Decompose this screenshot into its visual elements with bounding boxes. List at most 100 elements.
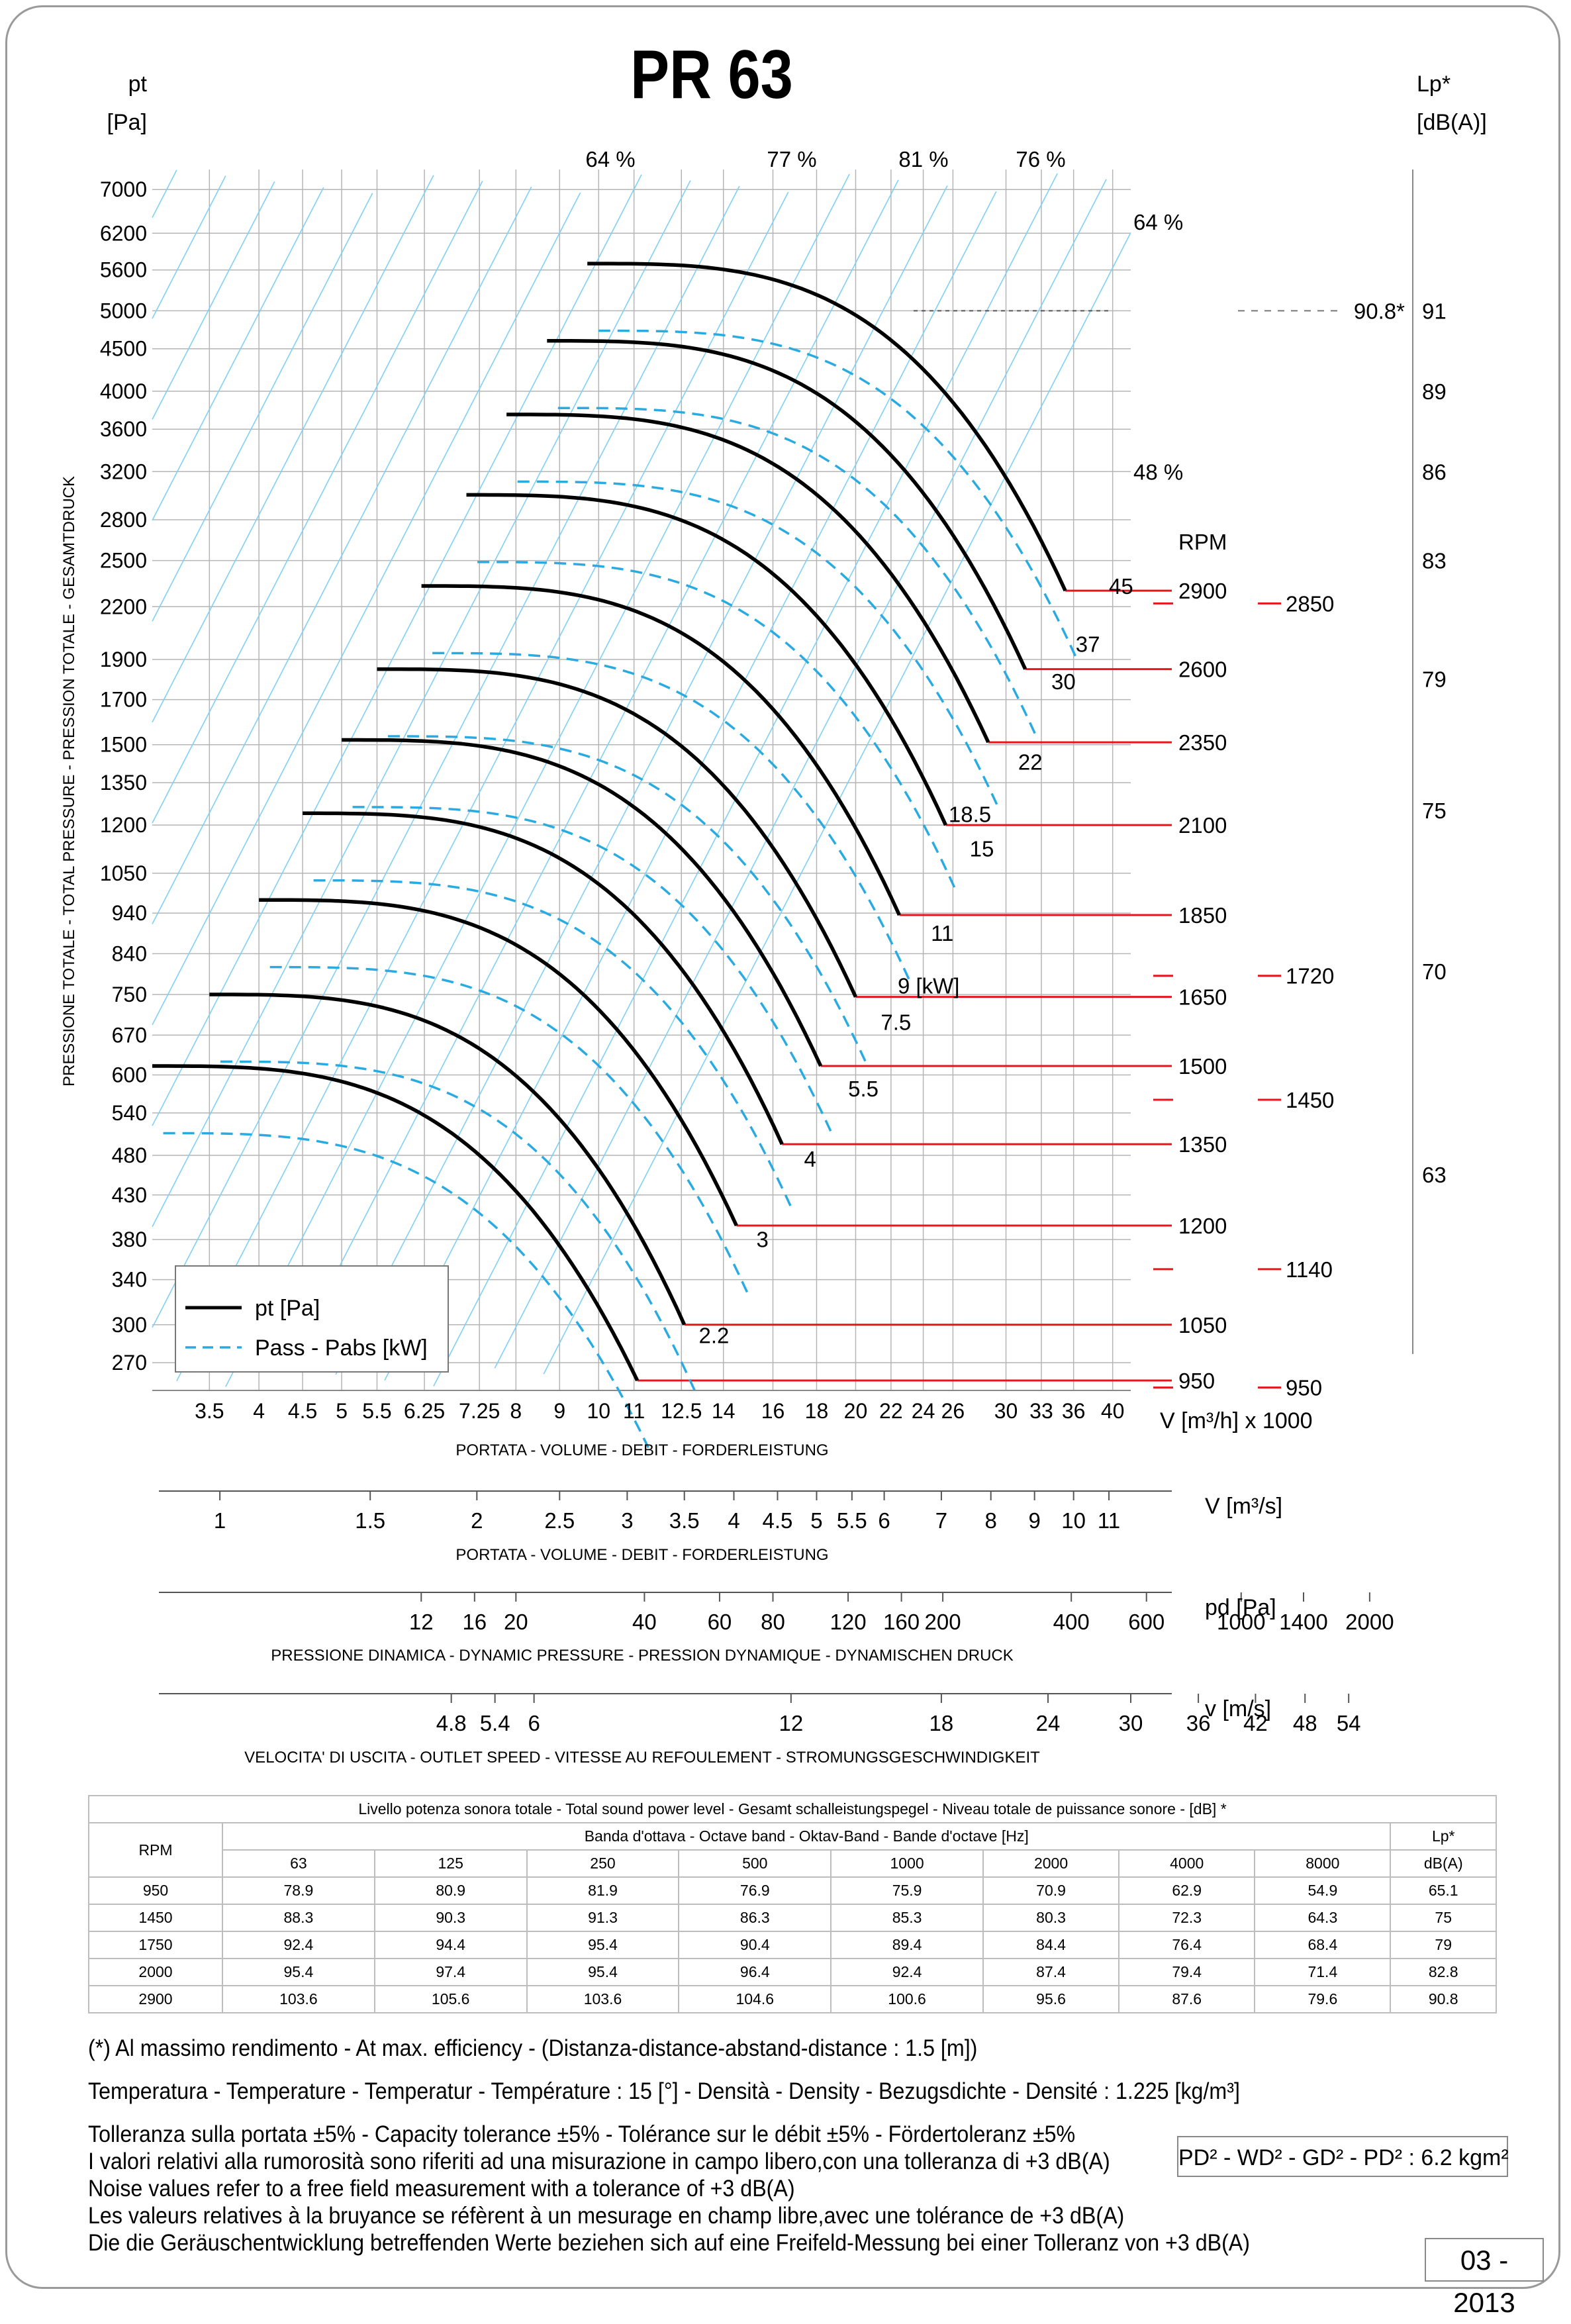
rpm-label: 2600 [1178,657,1227,682]
x-axis-title: PORTATA - VOLUME - DEBIT - FORDERLEISTUN… [455,1441,828,1459]
efficiency-label: 64 % [585,147,635,171]
table-cell: 79.4 [1118,1958,1256,1986]
rpm-extra-label: 950 [1286,1376,1322,1400]
chart-labels: 2703003403804304805406006707508409401050… [60,72,1487,1459]
table-cell: 94.4 [373,1931,528,1959]
secondary-tick-label: 160 [883,1610,920,1634]
chart-grid [152,169,1131,1390]
lp-tick-label: 86 [1422,460,1447,484]
note-line: Temperatura - Temperature - Temperatur -… [88,2078,1240,2104]
y-tick-label: 1050 [100,861,147,885]
rpm-header: RPM [88,1822,223,1878]
y-tick-label: 2500 [100,549,147,573]
table-cell: 95.4 [526,1958,680,1986]
y-tick-label: 380 [112,1228,147,1251]
system-line [152,180,691,1228]
x-tick-label: 9 [553,1399,565,1423]
x-tick-label: 5.5 [362,1399,391,1423]
table-cell: 95.4 [222,1958,375,1986]
y-tick-label: 4000 [100,379,147,403]
noise-table-body: 950 78.9 80.9 81.9 76.9 75.9 70.9 62.9 54.9 65.1 1… [88,1876,1497,2013]
secondary-tick-label: 400 [1053,1610,1090,1634]
y-tick-label: 1350 [100,771,147,795]
table-row: 950 78.9 80.9 81.9 76.9 75.9 70.9 62.9 54.9 65.1 [88,1876,1497,1905]
secondary-tick-label: 600 [1128,1610,1165,1634]
table-cell: 80.3 [982,1904,1120,1932]
note-line: Tolleranza sulla portata ±5% - Capacity … [88,2121,1076,2147]
table-cell: 62.9 [1118,1876,1256,1905]
y-tick-label: 340 [112,1268,147,1292]
y-tick-label: 270 [112,1351,147,1375]
table-cell: 54.9 [1254,1876,1392,1905]
system-line [152,186,532,924]
x-tick-label: 8 [510,1399,522,1423]
power-label: 9 [kW] [898,974,960,998]
power-label: 3 [756,1228,768,1252]
secondary-tick-label: 30 [1119,1711,1143,1735]
efficiency-label: 81 % [898,147,948,171]
secondary-tick-label: 36 [1186,1711,1211,1735]
x-tick-label: 40 [1101,1399,1125,1423]
band-header: 125 [373,1849,528,1878]
rpm-title: RPM [1178,530,1227,554]
secondary-tick-label: 5.5 [837,1508,867,1533]
y-tick-label: 840 [112,942,147,965]
table-cell: 105.6 [373,1985,528,2013]
table-cell: 75 [1390,1904,1497,1932]
y-tick-label: 1700 [100,688,147,712]
secondary-axis-unit: V [m³/s] [1205,1494,1282,1519]
rpm-label: 2350 [1178,730,1227,755]
secondary-tick-label: 4.5 [763,1508,793,1533]
table-cell: 90.3 [373,1904,528,1932]
secondary-tick-label: 10 [1061,1508,1086,1533]
secondary-tick-label: 54 [1337,1711,1361,1735]
secondary-tick-label: 80 [761,1610,785,1634]
x-tick-label: 6.25 [404,1399,445,1423]
table-cell: 72.3 [1118,1904,1256,1932]
secondary-tick-label: 7 [935,1508,947,1533]
secondary-tick-label: 42 [1243,1711,1268,1735]
x-tick-label: 24 [912,1399,935,1423]
secondary-tick-label: 20 [504,1610,528,1634]
secondary-tick-label: 4 [728,1508,739,1533]
lp-tick-label: 89 [1422,379,1447,404]
band-title: Banda d'ottava - Octave band - Oktav-Ban… [221,1822,1392,1851]
rpm-label: 1650 [1178,985,1227,1010]
table-cell: 100.6 [830,1985,984,2013]
power-label: 4 [804,1147,816,1171]
power-curve-2600 [557,407,1037,737]
table-cell: 79.6 [1254,1985,1392,2013]
band-header: 8000 [1254,1849,1392,1878]
rpm-label: 1200 [1178,1214,1227,1238]
band-header: 500 [678,1849,832,1878]
power-curve-2100 [477,561,958,893]
note-line: Die die Geräuschentwicklung betreffenden… [88,2230,1251,2256]
noise-table: Livello potenza sonora totale - Total so… [88,1795,1497,2013]
power-label: 37 [1076,632,1100,657]
system-line [543,232,1131,1375]
y-tick-label: 4500 [100,337,147,361]
secondary-tick-label: 5 [810,1508,822,1533]
x-unit: V [m³/h] x 1000 [1160,1408,1313,1433]
lp-tick-label: 91 [1422,299,1447,323]
y-tick-label: 3600 [100,417,147,441]
secondary-tick-label: 24 [1036,1711,1061,1735]
table-cell: 84.4 [982,1931,1120,1959]
secondary-tick-label: 2 [471,1508,483,1533]
lp-tick-label: 79 [1422,667,1447,691]
system-line [176,191,789,1382]
band-header: 2000 [982,1849,1120,1878]
table-cell: 70.9 [982,1876,1120,1905]
secondary-tick-label: 8 [985,1508,997,1533]
x-tick-label: 7.25 [459,1399,500,1423]
pressure-curve-1350 [303,811,784,1145]
pressure-curve-1200 [259,898,738,1227]
y-tick-label: 300 [112,1313,147,1337]
secondary-axis-title: PRESSIONE DINAMICA - DYNAMIC PRESSURE - … [271,1647,1013,1665]
legend-label: pt [Pa] [255,1296,320,1321]
y-axis-title: PRESSIONE TOTALE - TOTAL PRESSURE - PRES… [60,476,78,1087]
note-line: (*) Al massimo rendimento - At max. effi… [88,2035,978,2061]
y-tick-label: 6200 [100,221,147,245]
power-curve-2900 [598,329,1078,659]
table-cell: 2900 [88,1985,223,2013]
